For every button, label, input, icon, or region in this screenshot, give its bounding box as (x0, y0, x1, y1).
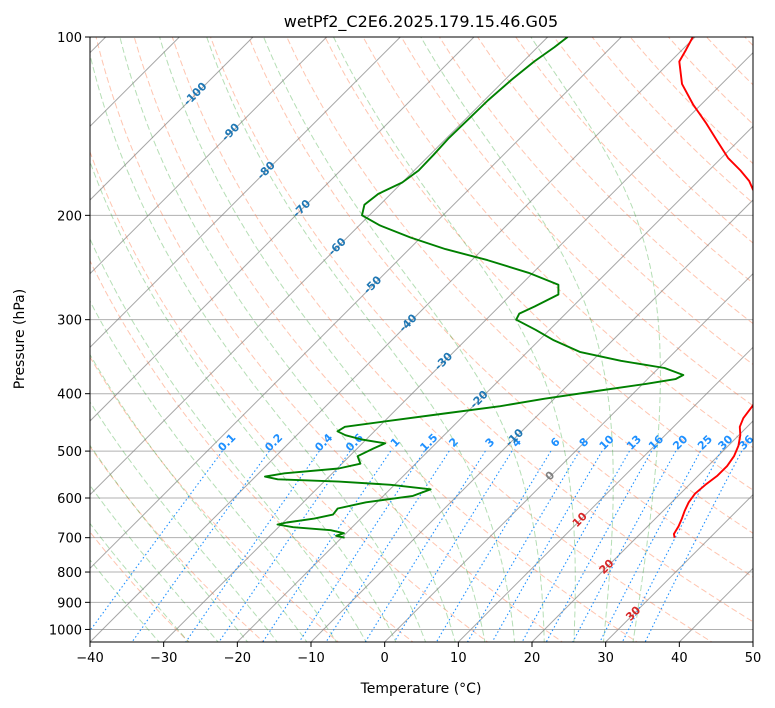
dry-adiabat (248, 37, 753, 578)
dry-adiabat (90, 356, 339, 642)
isotherm (90, 37, 328, 275)
moist-adiabat (420, 37, 614, 642)
moist-adiabat (333, 37, 576, 642)
isotherm (457, 346, 753, 642)
moist-adiabat (119, 37, 456, 642)
dry-adiabat (90, 445, 265, 642)
sounding-profiles (264, 37, 753, 539)
isotherm (90, 37, 254, 201)
isotherm (90, 37, 622, 570)
moist-adiabat (206, 37, 516, 642)
mixing-ratio-line (393, 450, 513, 642)
x-tick-label: 30 (597, 651, 614, 666)
mixing-ratio-line (491, 450, 603, 642)
y-axis-ticks: 100 200 300 400 500 600 700 800 900 1000 (49, 31, 90, 638)
x-tick-label: −30 (150, 651, 177, 666)
y-tick-label: 100 (57, 31, 82, 46)
x-axis-title: Temperature (°C) (360, 681, 482, 697)
isotherm (605, 493, 753, 642)
isotherm (90, 37, 549, 496)
y-tick-label: 700 (57, 532, 82, 547)
y-tick-label: 200 (57, 209, 82, 224)
moist-adiabat (90, 559, 160, 642)
moist-adiabat (530, 37, 661, 642)
moist-adiabat (90, 444, 249, 642)
mixing-ratio-lines (90, 450, 743, 642)
moist-adiabat (90, 484, 219, 642)
isotherm (163, 51, 753, 642)
moist-adiabat (90, 522, 190, 642)
y-tick-label: 400 (57, 388, 82, 403)
moist-adiabat (90, 52, 427, 642)
x-tick-label: 50 (745, 651, 762, 666)
moist-adiabat (90, 353, 308, 642)
chart-title: wetPf2_C2E6.2025.179.15.46.G05 (284, 12, 558, 32)
x-tick-label: 20 (524, 651, 541, 666)
y-axis-title: Pressure (hPa) (12, 289, 28, 389)
dry-adiabat (324, 37, 753, 491)
x-tick-label: −10 (297, 651, 324, 666)
moist-adiabat (90, 237, 367, 642)
y-tick-label: 1000 (49, 623, 82, 638)
mixing-ratio-line (572, 450, 677, 642)
pressure-gridlines (90, 37, 753, 630)
mixing-ratio-line (298, 450, 425, 642)
x-tick-label: 10 (450, 651, 467, 666)
dry-adiabat (400, 37, 753, 407)
x-tick-label: 0 (381, 651, 389, 666)
moist-adiabat (90, 160, 397, 642)
isotherm (90, 37, 475, 422)
dry-adiabat (90, 150, 489, 642)
mixing-ratio-line (262, 450, 392, 642)
mixing-ratio-line (644, 450, 743, 642)
plot-frame (89, 36, 754, 643)
dry-adiabat (210, 37, 753, 623)
isotherms (90, 37, 753, 642)
mixing-ratio-line (621, 450, 722, 642)
x-tick-label: −40 (76, 651, 103, 666)
x-tick-label: −20 (224, 651, 251, 666)
dry-adiabat (95, 37, 564, 642)
mixing-ratio-line (466, 450, 580, 642)
y-tick-label: 500 (57, 445, 82, 460)
isotherm (90, 37, 401, 349)
dry-adiabat (133, 37, 638, 642)
dewpoint-profile (264, 37, 685, 539)
y-tick-label: 300 (57, 314, 82, 329)
dry-adiabat (90, 531, 190, 642)
mixing-ratio-line (364, 450, 486, 642)
temperature-profile (672, 37, 753, 538)
dry-adiabat (477, 37, 753, 325)
moist-adiabat (263, 37, 545, 642)
mixing-ratio-line (131, 450, 270, 642)
isotherm (90, 37, 696, 642)
isotherm (310, 199, 753, 642)
y-tick-label: 600 (57, 492, 82, 507)
isotherm (384, 272, 753, 642)
mixing-ratio-line (325, 450, 450, 642)
dry-adiabat (90, 259, 414, 642)
moist-adiabat (90, 401, 278, 642)
isotherm (236, 125, 753, 642)
y-tick-label: 900 (57, 596, 82, 611)
plot-area: 0.1 0.2 0.4 0.6 1 1.5 2 3 4 6 8 10 13 16 20 25 30 36-100-… (90, 37, 753, 642)
isotherm (531, 420, 753, 642)
y-tick-label: 800 (57, 566, 82, 581)
x-axis-ticks: −40 −30 −20 −10 0 10 20 30 40 50 (76, 642, 761, 666)
x-tick-label: 40 (671, 651, 688, 666)
